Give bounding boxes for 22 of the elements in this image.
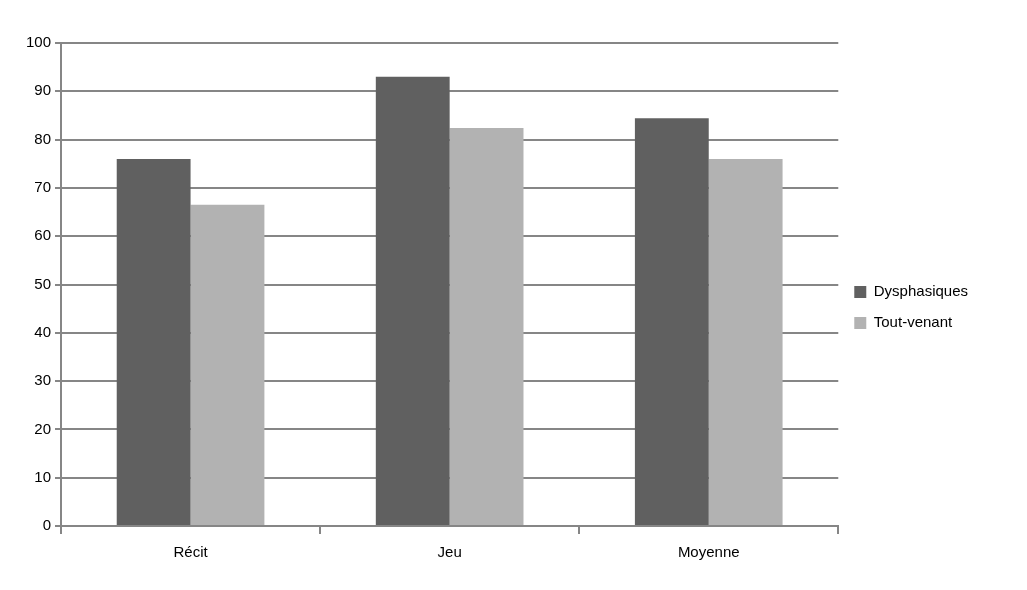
- legend-label: Tout-venant: [873, 313, 953, 331]
- bar: [708, 158, 783, 525]
- y-tick-label: 20: [34, 419, 52, 437]
- bar: [449, 128, 524, 525]
- y-tick-label: 60: [34, 226, 52, 244]
- y-tick-label: 10: [34, 467, 52, 485]
- x-tick-label: Moyenne: [677, 543, 740, 561]
- y-tick-label: 40: [34, 322, 52, 340]
- bar: [190, 204, 265, 525]
- y-tick-label: 0: [42, 516, 52, 534]
- y-tick-label: 50: [34, 274, 52, 292]
- legend-label: Dysphasiques: [873, 282, 968, 300]
- bar: [116, 158, 191, 525]
- x-tick-label: Jeu: [437, 543, 462, 561]
- x-tick-label: Récit: [173, 543, 209, 561]
- y-tick-label: 70: [34, 178, 52, 196]
- bar: [634, 118, 709, 525]
- y-tick-label: 30: [34, 371, 52, 389]
- y-tick-label: 100: [26, 33, 52, 51]
- bar: [375, 76, 450, 525]
- y-tick-label: 90: [34, 81, 52, 99]
- y-tick-label: 80: [34, 129, 52, 147]
